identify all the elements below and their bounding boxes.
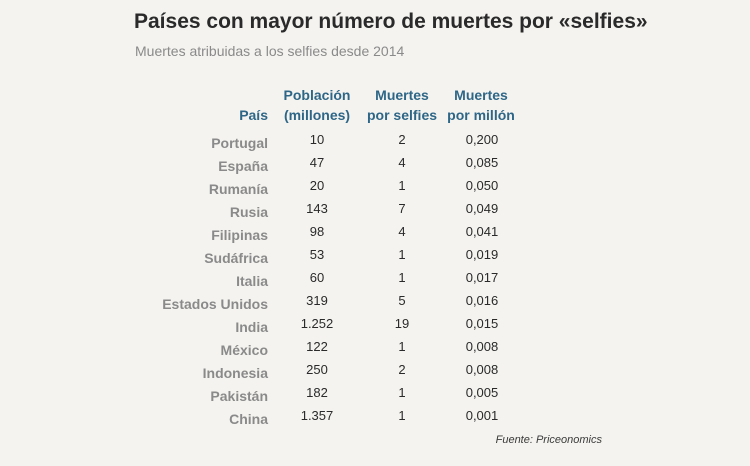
population-cell: 1.357 (300, 408, 334, 423)
deaths-cell: 1 (398, 270, 406, 285)
country-cell: Indonesia (202, 365, 268, 381)
chart-title: Países con mayor número de muertes por «… (134, 10, 648, 33)
deaths-cell: 1 (398, 339, 406, 354)
deaths-cell: 5 (398, 293, 406, 308)
country-cell: Italia (236, 273, 268, 289)
column-header-rate: Muertes por millón (443, 85, 519, 125)
population-cell: 47 (309, 155, 325, 170)
population-cell: 250 (306, 362, 328, 377)
rate-cell: 0,008 (465, 362, 499, 377)
deaths-cell: 4 (398, 155, 406, 170)
column-header-rate-line2: por millón (447, 107, 515, 123)
chart-subtitle: Muertes atribuidas a los selfies desde 2… (135, 43, 405, 59)
country-cell: Portugal (211, 135, 268, 151)
table-row: India 1.252 19 0,015 (0, 316, 750, 338)
deaths-cell: 2 (398, 362, 406, 377)
rate-cell: 0,016 (465, 293, 499, 308)
rate-cell: 0,005 (465, 385, 499, 400)
column-header-population: Población (millones) (280, 85, 354, 125)
column-header-deaths: Muertes por selfies (363, 85, 441, 125)
table-row: Rumanía 20 1 0,050 (0, 178, 750, 200)
population-cell: 122 (306, 339, 328, 354)
table-row: Rusia 143 7 0,049 (0, 201, 750, 223)
rate-cell: 0,041 (465, 224, 499, 239)
table-row: Portugal 10 2 0,200 (0, 132, 750, 154)
table-row: México 122 1 0,008 (0, 339, 750, 361)
country-cell: Rusia (229, 204, 268, 220)
rate-cell: 0,015 (465, 316, 499, 331)
table-row: España 47 4 0,085 (0, 155, 750, 177)
rate-cell: 0,008 (465, 339, 499, 354)
table-row: Sudáfrica 53 1 0,019 (0, 247, 750, 269)
table-row: China 1.357 1 0,001 (0, 408, 750, 430)
population-cell: 319 (306, 293, 328, 308)
country-cell: Sudáfrica (204, 250, 268, 266)
country-cell: México (220, 342, 268, 358)
deaths-cell: 4 (398, 224, 406, 239)
country-cell: China (229, 411, 268, 427)
deaths-cell: 1 (398, 178, 406, 193)
population-cell: 53 (309, 247, 325, 262)
deaths-cell: 2 (398, 132, 406, 147)
country-cell: Pakistán (210, 388, 268, 404)
rate-cell: 0,049 (465, 201, 499, 216)
table-row: Filipinas 98 4 0,041 (0, 224, 750, 246)
column-header-country-label: País (239, 107, 268, 123)
country-cell: Filipinas (211, 227, 268, 243)
population-cell: 98 (309, 224, 325, 239)
rate-cell: 0,017 (465, 270, 499, 285)
country-cell: España (218, 158, 268, 174)
population-cell: 60 (309, 270, 325, 285)
deaths-cell: 1 (398, 247, 406, 262)
rate-cell: 0,050 (465, 178, 499, 193)
population-cell: 182 (306, 385, 328, 400)
population-cell: 1.252 (300, 316, 334, 331)
column-header-rate-line1: Muertes (454, 87, 508, 103)
table-row: Indonesia 250 2 0,008 (0, 362, 750, 384)
country-cell: Rumanía (208, 181, 268, 197)
table-row: Italia 60 1 0,017 (0, 270, 750, 292)
column-header-population-line1: Población (283, 87, 351, 103)
source-note: Fuente: Priceonomics (495, 434, 602, 446)
deaths-cell: 1 (398, 408, 406, 423)
deaths-cell: 19 (394, 316, 410, 331)
column-header-deaths-line2: por selfies (366, 107, 438, 123)
population-cell: 10 (309, 132, 325, 147)
column-header-country: País (200, 105, 268, 125)
deaths-cell: 7 (398, 201, 406, 216)
country-cell: Estados Unidos (162, 296, 268, 312)
column-header-deaths-line1: Muertes (375, 87, 429, 103)
rate-cell: 0,200 (465, 132, 499, 147)
country-cell: India (235, 319, 268, 335)
column-header-population-line2: (millones) (283, 107, 351, 123)
population-cell: 20 (309, 178, 325, 193)
rate-cell: 0,019 (465, 247, 499, 262)
table-row: Pakistán 182 1 0,005 (0, 385, 750, 407)
rate-cell: 0,001 (465, 408, 499, 423)
deaths-cell: 1 (398, 385, 406, 400)
population-cell: 143 (306, 201, 328, 216)
rate-cell: 0,085 (465, 155, 499, 170)
table-row: Estados Unidos 319 5 0,016 (0, 293, 750, 315)
